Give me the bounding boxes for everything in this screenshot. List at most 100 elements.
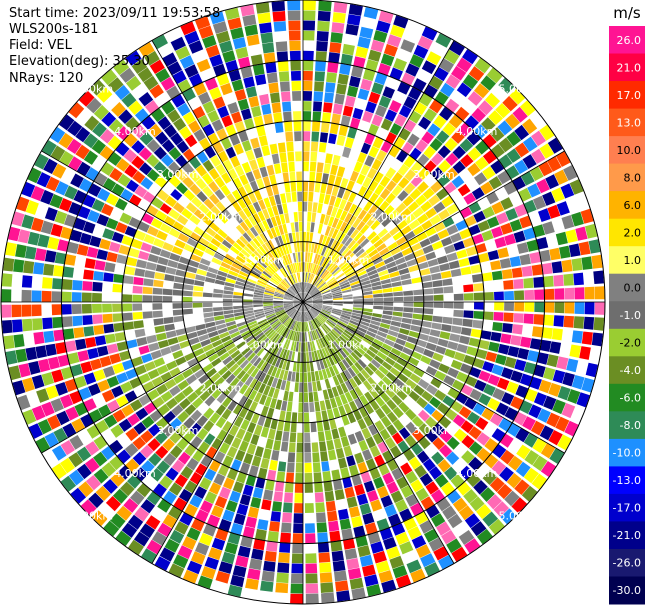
radar-ray	[303, 302, 572, 451]
range-gate	[147, 225, 159, 237]
range-gate	[207, 110, 220, 123]
range-gate	[53, 427, 68, 443]
range-gate	[68, 156, 83, 172]
range-gate	[254, 74, 267, 86]
range-gate	[182, 162, 195, 175]
range-gate	[289, 287, 297, 295]
range-gate	[389, 325, 400, 333]
range-gate	[155, 210, 168, 222]
radar-ray	[303, 302, 440, 577]
range-gate	[380, 53, 395, 67]
range-gate	[179, 398, 191, 410]
range-gate	[554, 288, 565, 300]
range-gate	[272, 11, 286, 22]
range-gate	[347, 85, 359, 98]
range-gate	[155, 68, 170, 83]
radar-ray	[91, 302, 303, 527]
range-gate	[118, 418, 132, 432]
range-gate	[138, 250, 150, 261]
range-gate	[364, 133, 375, 145]
range-gate	[445, 167, 458, 181]
range-gate	[170, 189, 183, 201]
range-gate	[413, 289, 424, 296]
range-gate	[307, 372, 312, 382]
range-gate	[311, 307, 320, 314]
range-gate	[286, 462, 295, 473]
range-gate	[573, 272, 584, 286]
range-gate	[342, 294, 353, 298]
range-gate	[54, 210, 68, 225]
range-gate	[221, 396, 232, 408]
range-gate	[303, 332, 306, 342]
range-gate	[233, 291, 244, 296]
range-gate	[374, 454, 386, 467]
range-gate	[69, 435, 84, 450]
range-gate	[152, 295, 163, 302]
range-gate	[393, 90, 406, 104]
range-gate	[331, 309, 342, 314]
range-gate	[189, 494, 203, 508]
range-gate	[571, 258, 583, 271]
range-gate	[103, 479, 118, 494]
range-gate	[51, 445, 67, 461]
range-gate	[445, 98, 460, 113]
range-gate	[388, 513, 402, 527]
colorbar-swatches	[609, 26, 645, 605]
range-gate	[295, 473, 303, 483]
range-gate	[307, 252, 311, 263]
range-gate	[333, 241, 341, 251]
range-gate	[304, 311, 307, 322]
range-gate	[38, 358, 51, 373]
range-gate	[368, 273, 379, 280]
range-gate	[263, 363, 271, 374]
range-gate	[286, 264, 292, 275]
range-gate	[347, 14, 361, 26]
range-gate	[31, 405, 46, 421]
range-gate	[469, 496, 485, 512]
range-gate	[338, 457, 348, 469]
range-gate	[310, 151, 318, 162]
range-gate	[500, 508, 517, 525]
range-gate	[378, 10, 394, 24]
range-gate	[483, 311, 494, 321]
range-gate	[244, 349, 254, 359]
range-gate	[314, 318, 321, 327]
range-gate	[347, 127, 358, 139]
range-gate	[361, 427, 372, 439]
range-gate	[142, 311, 153, 319]
range-gate	[146, 334, 158, 344]
range-gate	[292, 252, 297, 263]
radar-ray	[27, 167, 303, 302]
range-gate	[259, 275, 269, 282]
range-gate	[342, 146, 352, 158]
range-gate	[468, 456, 483, 471]
range-gate	[312, 297, 323, 301]
range-gate	[515, 461, 531, 478]
range-gate	[396, 357, 408, 367]
range-gate	[61, 168, 76, 184]
range-gate	[254, 446, 264, 458]
range-gate	[233, 143, 244, 155]
range-gate	[111, 102, 126, 117]
range-gate	[157, 43, 173, 58]
range-gate	[377, 63, 391, 76]
range-gate	[372, 432, 384, 445]
range-gate	[257, 279, 267, 286]
range-gate	[382, 287, 393, 293]
range-gate	[409, 54, 424, 68]
range-gate	[460, 154, 474, 168]
range-gate	[356, 372, 367, 383]
range-gate	[246, 229, 256, 240]
range-gate	[349, 170, 359, 182]
range-gate	[190, 254, 202, 263]
range-gate	[318, 327, 325, 337]
range-gate	[429, 329, 441, 338]
range-gate	[201, 172, 214, 185]
range-gate	[436, 521, 451, 536]
range-gate	[184, 320, 195, 327]
range-gate	[216, 429, 228, 442]
range-gate	[367, 376, 377, 388]
range-gate	[153, 318, 164, 326]
range-gate	[433, 546, 449, 561]
range-gate	[200, 339, 211, 347]
